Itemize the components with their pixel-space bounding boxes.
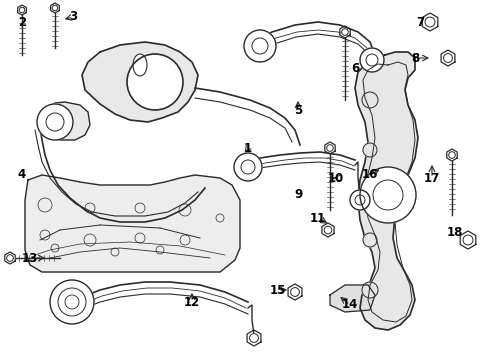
Polygon shape	[25, 175, 240, 272]
Circle shape	[291, 288, 299, 296]
Polygon shape	[355, 52, 418, 330]
Circle shape	[425, 17, 435, 27]
Text: 5: 5	[294, 104, 302, 117]
Circle shape	[360, 48, 384, 72]
Text: 16: 16	[362, 168, 378, 181]
Circle shape	[50, 280, 94, 324]
Text: 17: 17	[424, 171, 440, 184]
Text: 9: 9	[294, 189, 302, 202]
Circle shape	[463, 235, 473, 245]
Circle shape	[363, 143, 377, 157]
Text: 1: 1	[244, 141, 252, 154]
Circle shape	[244, 30, 276, 62]
Text: 13: 13	[22, 252, 38, 265]
Text: 3: 3	[69, 10, 77, 23]
Circle shape	[443, 54, 452, 62]
Circle shape	[449, 152, 455, 158]
Text: 12: 12	[184, 296, 200, 309]
Circle shape	[37, 104, 73, 140]
Text: 11: 11	[310, 211, 326, 225]
Text: 15: 15	[270, 284, 286, 297]
Text: 18: 18	[447, 225, 463, 238]
Circle shape	[127, 54, 183, 110]
Circle shape	[19, 7, 25, 13]
Text: 10: 10	[328, 171, 344, 184]
Polygon shape	[38, 102, 90, 140]
Circle shape	[350, 190, 370, 210]
Circle shape	[324, 226, 332, 234]
Circle shape	[7, 255, 13, 261]
Circle shape	[234, 153, 262, 181]
Polygon shape	[330, 285, 375, 312]
Circle shape	[52, 5, 58, 11]
Text: 14: 14	[342, 298, 358, 311]
Text: 7: 7	[416, 15, 424, 28]
Polygon shape	[82, 42, 198, 122]
Text: 4: 4	[18, 168, 26, 181]
Circle shape	[327, 145, 333, 151]
Ellipse shape	[133, 54, 147, 76]
Circle shape	[249, 334, 258, 342]
Text: 8: 8	[411, 51, 419, 64]
Circle shape	[362, 282, 378, 298]
Circle shape	[363, 233, 377, 247]
Circle shape	[362, 92, 378, 108]
Text: 6: 6	[351, 62, 359, 75]
Text: 2: 2	[18, 15, 26, 28]
Circle shape	[360, 167, 416, 223]
Circle shape	[342, 29, 348, 35]
